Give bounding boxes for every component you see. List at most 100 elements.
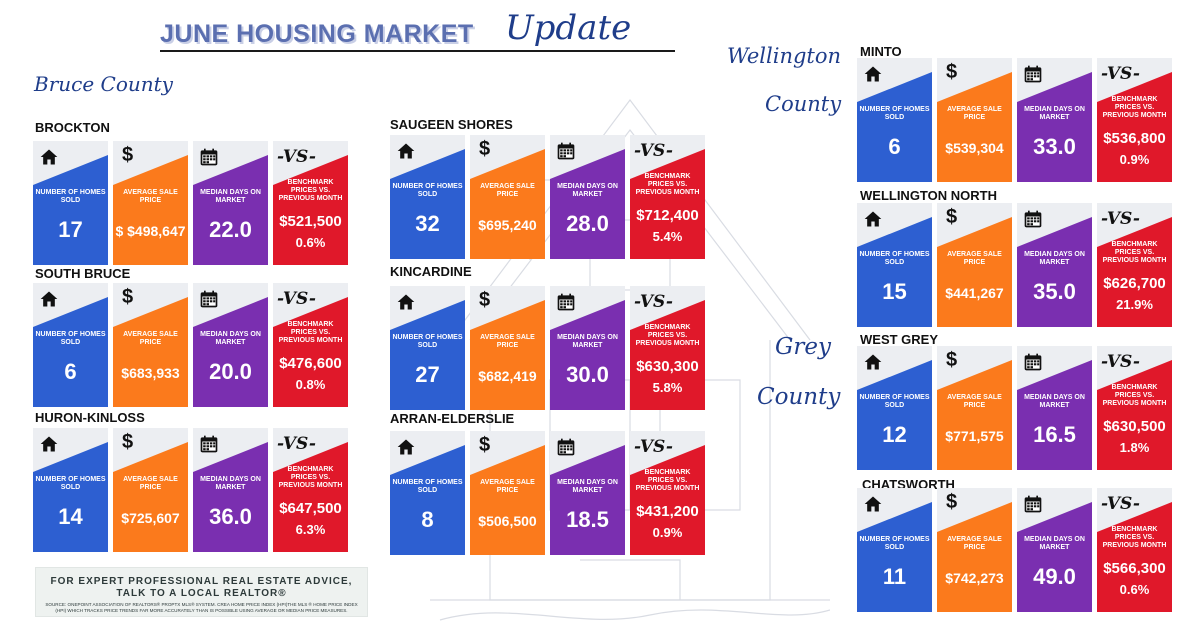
card-label: AVERAGE SALE PRICE [480,183,535,198]
house-icon [39,289,59,309]
house-icon [396,437,416,457]
card-value: 14 [58,504,83,529]
card-label: NUMBER OF HOMES SOLD [392,183,463,198]
house-icon [863,209,883,229]
card-label: MEDIAN DAYS ON MARKET [200,189,261,204]
card-avg_price-west-grey: $ AVERAGE SALE PRICE $771,575 [937,346,1012,470]
card-label: NUMBER OF HOMES SOLD [392,334,463,349]
card-avg_price-saugeen-shores: $ AVERAGE SALE PRICE $695,240 [470,135,545,259]
card-value: $742,273 [945,570,1004,586]
card-value: $506,500 [478,513,537,529]
region-title-brockton: BROCKTON [35,120,110,135]
card-label: BENCHMARK PRICES VS. PREVIOUS MONTH [1102,526,1167,549]
card-change: 1.8% [1119,440,1150,455]
card-label: AVERAGE SALE PRICE [947,106,1002,121]
card-value: $630,500 [1103,418,1166,435]
region-title-minto: MINTO [860,44,902,59]
card-label: BENCHMARK PRICES VS. PREVIOUS MONTH [635,324,700,347]
card-value: $712,400 [636,207,699,224]
card-benchmark-kincardine: -VS- BENCHMARK PRICES VS. PREVIOUS MONTH $… [630,286,705,410]
card-value: 20.0 [209,359,252,384]
vs-icon: -VS- [277,289,316,309]
card-value: $441,267 [945,285,1004,301]
region-cards-huron-kinloss: NUMBER OF HOMES SOLD 14 $ AVERAGE SALE PRIC… [33,428,353,552]
house-icon [396,292,416,312]
card-value: $682,419 [478,368,537,384]
dollar-icon: $ [479,138,491,160]
card-value: $771,575 [945,428,1004,444]
card-label: BENCHMARK PRICES VS. PREVIOUS MONTH [1102,384,1167,407]
region-cards-wellington-north: NUMBER OF HOMES SOLD 15 $ AVERAGE SALE PRIC… [857,203,1177,327]
house-icon [863,64,883,84]
card-value: 32 [415,211,440,236]
region-title-south-bruce: SOUTH BRUCE [35,266,131,281]
calendar-icon [556,437,576,457]
card-value: 28.0 [566,211,609,236]
card-change: 0.6% [1119,582,1150,597]
card-label: NUMBER OF HOMES SOLD [859,536,930,551]
calendar-icon [1023,64,1043,84]
region-cards-arran-elderslie: NUMBER OF HOMES SOLD 8 $ AVERAGE SALE PRICE… [390,431,710,555]
card-median_days-chatsworth: MEDIAN DAYS ON MARKET 49.0 [1017,488,1092,612]
card-label: MEDIAN DAYS ON MARKET [1024,251,1085,266]
card-label: MEDIAN DAYS ON MARKET [557,334,618,349]
card-value: $431,200 [636,503,699,520]
house-icon [39,147,59,167]
card-change: 5.8% [652,380,683,395]
card-label: MEDIAN DAYS ON MARKET [1024,536,1085,551]
card-change: 0.8% [295,377,326,392]
card-label: MEDIAN DAYS ON MARKET [1024,106,1085,121]
card-label: MEDIAN DAYS ON MARKET [200,476,261,491]
card-homes_sold-west-grey: NUMBER OF HOMES SOLD 12 [857,346,932,470]
dollar-icon: $ [122,431,134,453]
vs-icon: -VS- [634,437,673,457]
region-title-west-grey: WEST GREY [860,332,939,347]
county-label-grey-2: County [757,384,841,410]
card-benchmark-minto: -VS- BENCHMARK PRICES VS. PREVIOUS MONTH $… [1097,58,1172,182]
card-value: $539,304 [945,140,1004,156]
card-value: $521,500 [279,213,342,230]
card-value: $630,300 [636,358,699,375]
card-value: $647,500 [279,500,342,517]
card-label: AVERAGE SALE PRICE [123,189,178,204]
card-value: 30.0 [566,362,609,387]
footer-source: SOURCE: ONEPOINT ASSOCIATION OF REALTORS… [45,602,358,613]
region-cards-chatsworth: NUMBER OF HOMES SOLD 11 $ AVERAGE SALE PRIC… [857,488,1177,612]
card-value: $626,700 [1103,275,1166,292]
vs-icon: -VS- [1101,64,1140,84]
card-label: BENCHMARK PRICES VS. PREVIOUS MONTH [278,466,343,489]
card-label: BENCHMARK PRICES VS. PREVIOUS MONTH [635,469,700,492]
card-benchmark-huron-kinloss: -VS- BENCHMARK PRICES VS. PREVIOUS MONTH $… [273,428,348,552]
card-avg_price-brockton: $ AVERAGE SALE PRICE $ $498,647 [113,141,188,265]
card-benchmark-brockton: -VS- BENCHMARK PRICES VS. PREVIOUS MONTH $… [273,141,348,265]
dollar-icon: $ [122,144,134,166]
card-change: 0.9% [1119,152,1150,167]
card-median_days-saugeen-shores: MEDIAN DAYS ON MARKET 28.0 [550,135,625,259]
title-underline [160,50,675,52]
dollar-icon: $ [946,491,958,513]
card-change: 5.4% [652,229,683,244]
card-homes_sold-kincardine: NUMBER OF HOMES SOLD 27 [390,286,465,410]
card-label: MEDIAN DAYS ON MARKET [557,183,618,198]
calendar-icon [556,141,576,161]
region-title-kincardine: KINCARDINE [390,264,472,279]
region-cards-saugeen-shores: NUMBER OF HOMES SOLD 32 $ AVERAGE SALE PRIC… [390,135,710,259]
card-value: $725,607 [121,510,180,526]
dollar-icon: $ [946,61,958,83]
card-value: 8 [421,507,434,532]
card-median_days-huron-kinloss: MEDIAN DAYS ON MARKET 36.0 [193,428,268,552]
card-avg_price-chatsworth: $ AVERAGE SALE PRICE $742,273 [937,488,1012,612]
card-homes_sold-wellington-north: NUMBER OF HOMES SOLD 15 [857,203,932,327]
card-label: NUMBER OF HOMES SOLD [35,189,106,204]
card-value: $695,240 [478,217,537,233]
card-label: AVERAGE SALE PRICE [947,536,1002,551]
card-change: 6.3% [295,522,326,537]
card-benchmark-west-grey: -VS- BENCHMARK PRICES VS. PREVIOUS MONTH $… [1097,346,1172,470]
card-label: AVERAGE SALE PRICE [123,476,178,491]
vs-icon: -VS- [1101,209,1140,229]
card-avg_price-south-bruce: $ AVERAGE SALE PRICE $683,933 [113,283,188,407]
dollar-icon: $ [479,289,491,311]
card-homes_sold-arran-elderslie: NUMBER OF HOMES SOLD 8 [390,431,465,555]
county-label-grey-1: Grey [775,334,831,360]
card-value: 22.0 [209,217,252,242]
